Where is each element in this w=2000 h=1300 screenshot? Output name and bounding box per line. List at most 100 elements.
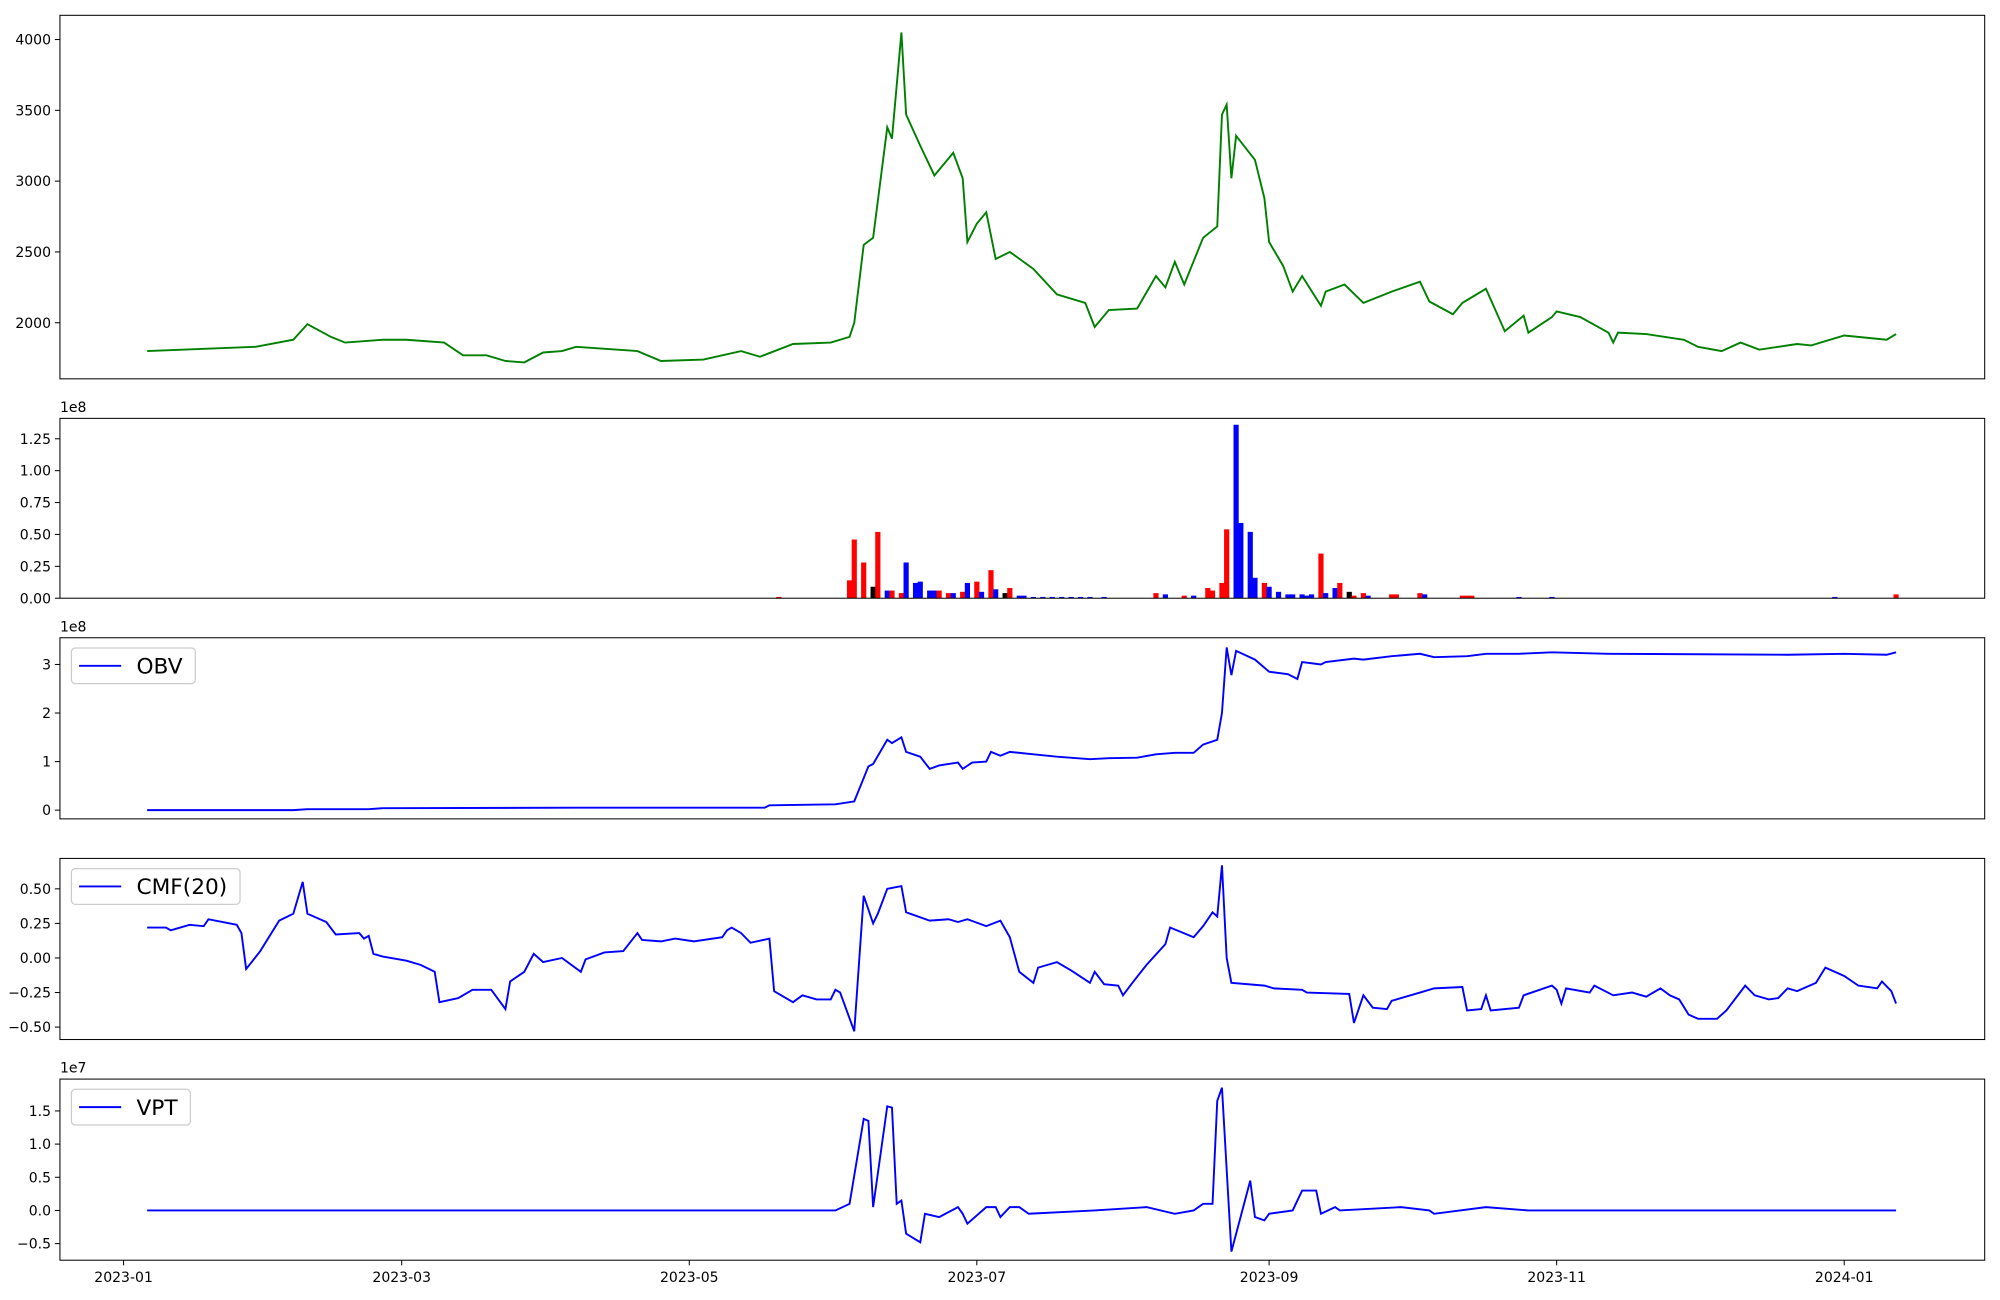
series-line bbox=[147, 647, 1897, 812]
y-tick-label: −0.25 bbox=[8, 986, 51, 1002]
legend-box bbox=[70, 867, 241, 905]
volume-bar bbox=[917, 581, 923, 599]
volume-bar bbox=[950, 593, 956, 599]
volume-bar bbox=[1346, 591, 1352, 599]
volume-bar bbox=[1275, 591, 1282, 599]
volume-bar bbox=[912, 582, 919, 599]
volume-bar bbox=[1549, 596, 1555, 599]
volume-bar bbox=[1360, 593, 1366, 599]
volume-bar bbox=[1337, 582, 1343, 599]
volume-bar bbox=[1247, 531, 1253, 599]
series-line bbox=[147, 1087, 1897, 1252]
volume-bar bbox=[974, 581, 980, 599]
volume-bar bbox=[1464, 595, 1470, 599]
y-tick-label: −0.5 bbox=[17, 1237, 51, 1253]
volume-bar bbox=[1238, 522, 1244, 599]
volume-bar bbox=[903, 562, 909, 599]
offset-text: 1e8 bbox=[60, 400, 86, 416]
volume-bar bbox=[1389, 594, 1395, 599]
y-tick-label: 0.50 bbox=[20, 882, 51, 898]
volume-bar bbox=[1002, 593, 1008, 599]
volume-bar bbox=[1021, 595, 1027, 599]
x-tick-label: 2023-03 bbox=[372, 1270, 431, 1286]
volume-bar bbox=[875, 531, 881, 599]
price-line bbox=[147, 32, 1897, 364]
volume-bar bbox=[1007, 588, 1013, 599]
y-tick-label: 2 bbox=[42, 706, 51, 722]
volume-bar bbox=[1285, 594, 1291, 599]
y-tick-label: 0.25 bbox=[20, 559, 51, 575]
volume-bar bbox=[1459, 595, 1465, 599]
legend: CMF(20) bbox=[70, 867, 241, 905]
volume-bar bbox=[964, 582, 970, 599]
volume-bar bbox=[1417, 593, 1423, 599]
y-tick-label: 0.50 bbox=[20, 528, 51, 544]
x-tick-label: 2024-01 bbox=[1815, 1270, 1874, 1286]
volume-bar bbox=[1323, 593, 1329, 599]
volume-bar bbox=[978, 591, 985, 599]
offset-text: 1e7 bbox=[60, 1061, 86, 1077]
volume-bar bbox=[1393, 594, 1399, 599]
y-tick-label: 0.0 bbox=[29, 1204, 51, 1220]
x-tick-label: 2023-11 bbox=[1527, 1270, 1586, 1286]
legend-label: OBV bbox=[136, 654, 182, 679]
volume-bar bbox=[898, 593, 904, 599]
y-tick-label: 1.00 bbox=[20, 464, 51, 480]
panel: 2000 2500 3000 3500 4000 bbox=[15, 14, 1986, 380]
volume-bar bbox=[1516, 596, 1522, 599]
legend-box bbox=[70, 647, 196, 685]
y-tick-label: 3 bbox=[42, 658, 51, 674]
volume-bar bbox=[870, 586, 876, 599]
volume-bar bbox=[1016, 595, 1022, 599]
y-tick-label: 2500 bbox=[15, 245, 51, 261]
panel: −0.50 −0.25 0.00 0.25 0.50 CMF(20) bbox=[8, 857, 1986, 1041]
x-tick-label: 2023-05 bbox=[660, 1270, 719, 1286]
y-tick-label: 1.25 bbox=[20, 432, 51, 448]
panel-frame bbox=[59, 637, 1986, 820]
volume-bar bbox=[851, 539, 857, 599]
legend-label: VPT bbox=[136, 1096, 178, 1121]
panel: 0.00 0.25 0.50 0.75 1.00 1.25 1e8 bbox=[20, 400, 1986, 607]
volume-bar bbox=[1209, 590, 1216, 599]
volume-bar bbox=[1893, 594, 1899, 599]
y-tick-label: 0.25 bbox=[20, 917, 51, 933]
volume-bar bbox=[1068, 596, 1074, 599]
volume-bar bbox=[1087, 596, 1093, 599]
volume-bar bbox=[889, 590, 895, 599]
y-tick-label: 1.0 bbox=[29, 1137, 51, 1153]
volume-bar bbox=[1299, 594, 1305, 599]
y-tick-label: 0 bbox=[42, 803, 51, 819]
y-tick-label: 0.75 bbox=[20, 496, 51, 512]
volume-bar bbox=[1469, 595, 1475, 599]
volume-bar bbox=[1266, 586, 1272, 599]
legend-label: CMF(20) bbox=[136, 875, 227, 900]
x-tick-label: 2023-01 bbox=[94, 1270, 153, 1286]
volume-bar bbox=[1304, 595, 1310, 599]
volume-bar bbox=[1422, 594, 1428, 599]
volume-bar bbox=[1181, 595, 1187, 599]
volume-bar bbox=[1205, 588, 1211, 599]
volume-bar bbox=[1191, 595, 1197, 599]
series-line bbox=[147, 865, 1897, 1032]
volume-bar bbox=[1059, 596, 1065, 599]
x-tick-label: 2023-09 bbox=[1240, 1270, 1299, 1286]
volume-bar bbox=[988, 570, 994, 599]
volume-bar bbox=[1101, 596, 1107, 599]
panel-frame bbox=[59, 417, 1986, 599]
legend: VPT bbox=[70, 1088, 192, 1126]
y-tick-label: 2000 bbox=[15, 316, 51, 332]
legend: OBV bbox=[70, 647, 196, 685]
volume-bar bbox=[1832, 596, 1838, 599]
y-tick-label: 3500 bbox=[15, 103, 51, 119]
y-tick-label: 0.5 bbox=[29, 1170, 51, 1186]
y-tick-label: 3000 bbox=[15, 174, 51, 190]
panel-frame bbox=[59, 857, 1986, 1041]
x-tick-label: 2023-07 bbox=[948, 1270, 1007, 1286]
y-tick-label: 4000 bbox=[15, 33, 51, 49]
volume-bar bbox=[1261, 582, 1267, 599]
volume-bar bbox=[884, 590, 890, 599]
panel-frame bbox=[59, 14, 1986, 380]
volume-bar bbox=[1219, 582, 1225, 599]
volume-bar bbox=[846, 580, 853, 599]
